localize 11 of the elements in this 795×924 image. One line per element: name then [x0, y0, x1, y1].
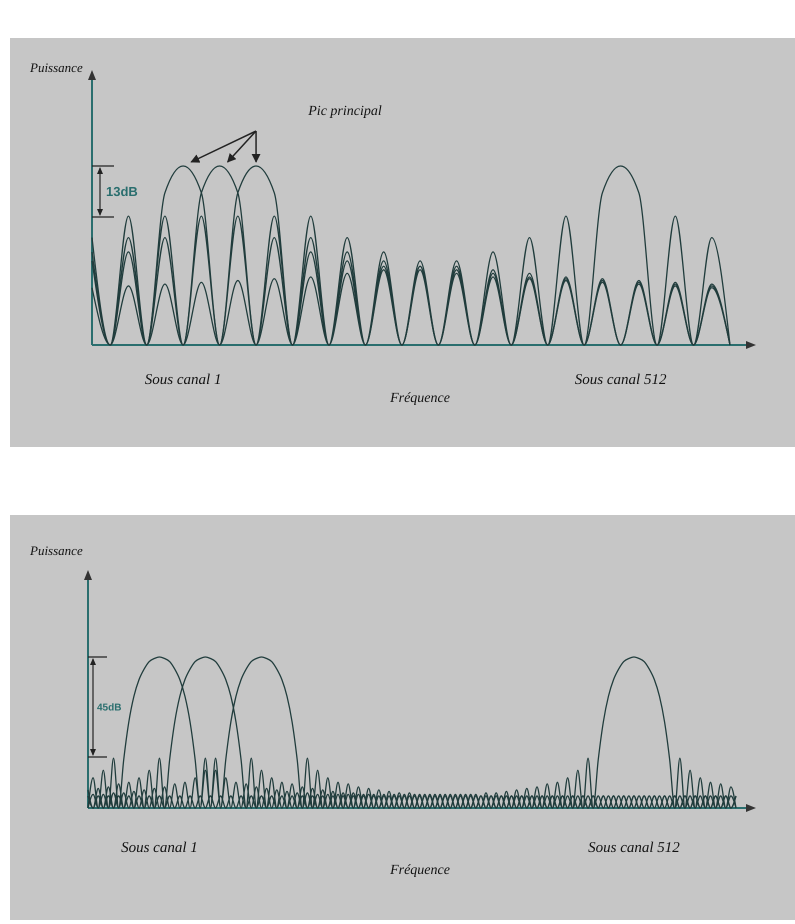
- annotation: 45dB: [97, 702, 122, 714]
- y-axis-title: Puissance: [29, 543, 83, 558]
- series-label: Sous canal 1: [144, 372, 222, 388]
- text: Sous canal 512: [588, 840, 680, 856]
- x-axis-title: Fréquence: [389, 391, 450, 406]
- y-axis-title: Puissance: [29, 60, 83, 75]
- annotation: 13dB: [106, 184, 138, 200]
- series-label: Sous canal 512: [574, 372, 667, 388]
- x-axis-title: Fréquence: [389, 863, 450, 878]
- text: Pic principal: [307, 104, 382, 119]
- text: Sous canal 1: [121, 840, 198, 856]
